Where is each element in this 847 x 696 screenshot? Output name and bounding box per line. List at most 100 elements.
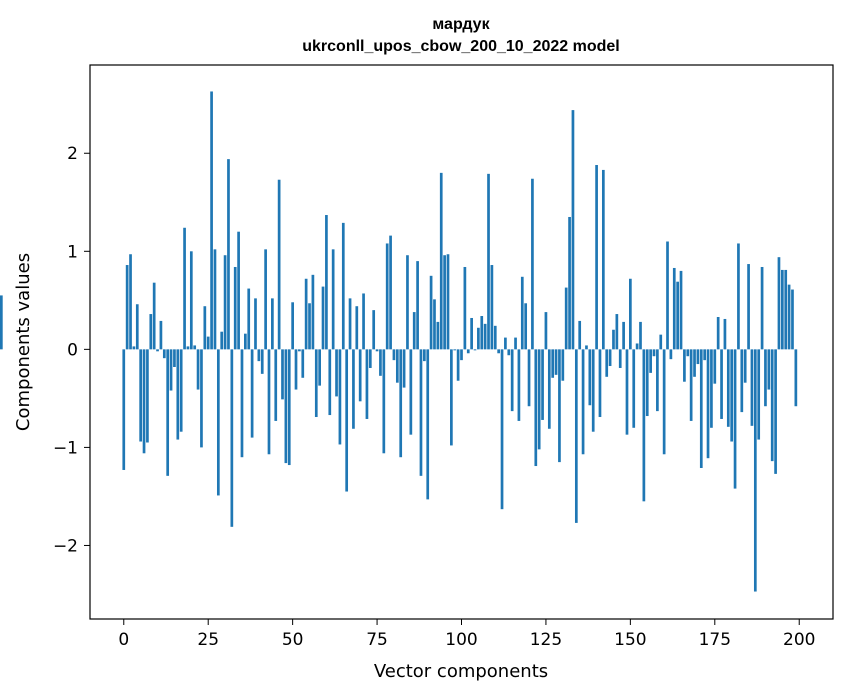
x-tick-label: 0 [118,630,129,650]
bar-6 [142,349,146,454]
bar-189 [760,266,764,350]
bar-140 [595,165,598,350]
bar-62 [331,249,335,350]
bar-17 [179,349,183,432]
bar-59 [321,286,325,350]
bar-92 [433,299,436,350]
bar-86 [412,312,416,350]
bar-54 [304,278,308,350]
y-tick-label: 0 [67,340,78,360]
bar-18 [183,227,186,350]
bar-167 [686,349,690,357]
bar-58 [318,349,321,386]
bar-164 [676,281,679,350]
bar-60 [325,215,328,350]
bar-89 [423,349,426,362]
bar-177 [720,349,723,419]
bar-116 [514,337,517,350]
bar-72 [365,349,369,419]
bar-13 [166,349,170,476]
bar-171 [699,349,703,468]
bar-191 [767,349,771,390]
bars-group [0,91,798,592]
bar-36 [244,333,247,350]
bar-136 [581,349,585,455]
bar-115 [510,349,514,412]
bar-109 [490,265,494,350]
bar-93 [436,321,440,350]
bar-52 [298,349,301,352]
y-tick-label: −2 [53,536,78,556]
bar-155 [645,349,649,417]
bar-74 [372,310,376,350]
bar-124 [541,349,544,420]
y-tick-label: 2 [67,144,78,164]
bar-82 [399,349,403,458]
bar-113 [504,337,507,350]
bar-8 [149,314,153,350]
bar-16 [176,349,180,440]
bar-14 [169,349,173,391]
bar-9 [152,282,156,350]
bar-88 [419,349,423,476]
bar-22 [196,349,200,390]
bar-42 [264,249,267,350]
bar-127 [551,349,555,378]
bar-198 [791,289,794,350]
bar-3 [132,346,136,350]
bar-154 [642,349,646,502]
bar-130 [561,349,565,381]
bar-152 [635,343,639,350]
bar-97 [450,349,453,446]
bar-28 [216,349,220,496]
bar-69 [355,306,359,350]
bar-19 [186,346,190,350]
bar-0 [122,349,126,470]
bar-38 [250,349,254,438]
bar-128 [554,349,558,375]
bar-112 [500,349,504,510]
bar-108 [487,173,490,350]
bar-47 [281,349,284,400]
bar-137 [585,345,588,350]
bar-84 [406,255,409,350]
bar-196 [784,269,788,350]
bar-179 [726,349,730,427]
bar-125 [544,312,548,350]
bar-106 [480,316,484,350]
y-tick-label: 1 [67,242,78,262]
bar-105 [477,327,480,350]
bar-142 [601,169,605,350]
bar-66 [345,349,349,492]
bar-49 [287,349,291,466]
bar-120 [527,349,531,407]
bar-45 [274,349,278,421]
x-tick-label: 100 [445,630,477,650]
bar-145 [612,329,615,350]
bar-176 [716,317,720,350]
bar-85 [409,349,413,435]
bar-118 [520,276,524,350]
bar-34 [237,231,240,350]
bar-156 [649,349,652,373]
bar-23 [200,349,203,448]
x-axis-ticks: 0 25 50 75 100 125 150 175 200 [118,619,815,650]
bar-44 [271,298,274,350]
bar-131 [564,287,568,350]
bar-102 [466,349,470,354]
bar-95 [443,255,446,350]
bar-46 [277,179,281,350]
bar-166 [683,349,686,382]
bar-121 [531,178,534,350]
y-axis-label: Components values [13,253,34,431]
bar-146 [615,314,619,350]
bar-91 [429,275,433,350]
bar-169 [693,349,696,377]
bar-87 [416,261,419,350]
y-tick-label: −1 [53,438,78,458]
bar-132 [568,216,571,350]
bar-159 [659,334,663,350]
bar-143 [605,349,609,377]
bar-190 [764,349,767,407]
x-tick-label: 25 [197,630,219,650]
